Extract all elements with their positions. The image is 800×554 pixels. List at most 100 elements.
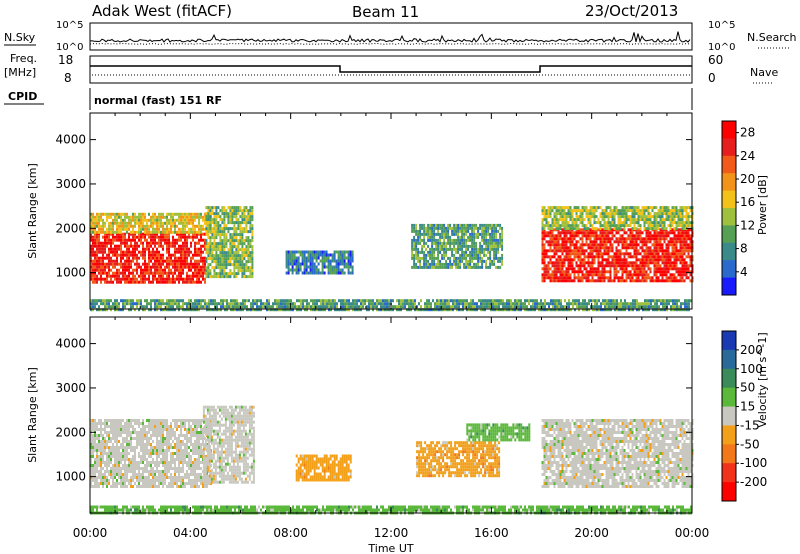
range-cell bbox=[497, 229, 500, 233]
range-cell bbox=[619, 261, 622, 265]
range-cell bbox=[639, 209, 642, 213]
range-cell bbox=[479, 241, 482, 245]
range-cell bbox=[465, 241, 468, 245]
range-cell bbox=[616, 308, 618, 312]
range-cell bbox=[284, 305, 286, 309]
range-cell bbox=[160, 253, 162, 257]
range-cell bbox=[250, 305, 252, 309]
range-cell bbox=[543, 279, 546, 283]
range-cell bbox=[280, 305, 282, 309]
range-cell bbox=[118, 244, 120, 248]
range-cell bbox=[209, 224, 212, 228]
range-cell bbox=[102, 247, 104, 251]
range-cell bbox=[612, 305, 614, 309]
range-cell bbox=[150, 224, 152, 228]
range-cell bbox=[536, 305, 538, 309]
range-cell bbox=[492, 308, 494, 312]
range-cell bbox=[451, 265, 454, 269]
range-cell bbox=[538, 308, 540, 312]
range-cell bbox=[549, 212, 552, 216]
range-cell bbox=[287, 262, 290, 266]
range-cell bbox=[655, 240, 658, 244]
range-cell bbox=[681, 221, 684, 225]
range-cell bbox=[413, 253, 416, 257]
range-cell bbox=[653, 231, 656, 235]
range-cell bbox=[251, 206, 254, 210]
range-cell bbox=[675, 276, 678, 280]
range-cell bbox=[336, 302, 338, 306]
range-cell bbox=[190, 256, 192, 260]
range-cell bbox=[617, 264, 620, 268]
range-cell bbox=[563, 264, 566, 268]
range-cell bbox=[280, 299, 282, 303]
range-cell bbox=[431, 250, 434, 254]
range-cell bbox=[110, 299, 112, 303]
range-cell bbox=[619, 212, 622, 216]
range-cell bbox=[168, 277, 170, 281]
range-cell bbox=[639, 270, 642, 274]
range-cell bbox=[158, 302, 160, 306]
range-cell bbox=[622, 302, 624, 306]
range-cell bbox=[198, 253, 200, 257]
range-cell bbox=[661, 212, 664, 216]
range-cell bbox=[447, 265, 450, 269]
range-cell bbox=[502, 305, 504, 309]
range-cell bbox=[172, 271, 174, 275]
range-cell bbox=[561, 231, 564, 235]
range-cell bbox=[140, 253, 142, 257]
range-cell bbox=[120, 259, 122, 263]
range-cell bbox=[326, 305, 328, 309]
range-cell bbox=[663, 273, 666, 277]
range-cell bbox=[501, 235, 504, 239]
range-cell bbox=[524, 299, 526, 303]
range-cell bbox=[471, 253, 474, 257]
range-cell bbox=[164, 265, 166, 269]
range-cell bbox=[102, 271, 104, 275]
range-cell bbox=[132, 259, 134, 263]
range-cell bbox=[411, 238, 414, 242]
range-cell bbox=[347, 268, 350, 272]
range-cell bbox=[622, 308, 624, 312]
range-cell bbox=[184, 218, 186, 222]
range-cell bbox=[569, 261, 572, 265]
range-cell bbox=[144, 256, 146, 260]
range-cell bbox=[464, 305, 466, 309]
range-cell bbox=[154, 308, 156, 312]
range-cell bbox=[345, 265, 348, 269]
range-cell bbox=[439, 244, 442, 248]
range-cell bbox=[90, 218, 92, 222]
range-cell bbox=[675, 249, 678, 253]
range-cell bbox=[443, 244, 446, 248]
range-cell bbox=[685, 231, 688, 235]
range-cell bbox=[220, 305, 222, 309]
range-cell bbox=[500, 308, 502, 312]
range-cell bbox=[150, 305, 152, 309]
range-cell bbox=[118, 305, 120, 309]
range-cell bbox=[555, 240, 558, 244]
range-cell bbox=[158, 299, 160, 303]
range-cell bbox=[465, 256, 468, 260]
range-cell bbox=[499, 223, 502, 227]
range-cell bbox=[274, 308, 276, 312]
range-cell bbox=[419, 259, 422, 263]
range-cell bbox=[589, 240, 592, 244]
range-cell bbox=[557, 206, 560, 210]
range-cell bbox=[334, 299, 336, 303]
range-cell bbox=[442, 299, 444, 303]
range-cell bbox=[213, 233, 216, 237]
range-cell bbox=[162, 224, 164, 228]
range-cell bbox=[122, 299, 124, 303]
range-cell bbox=[625, 270, 628, 274]
range-cell bbox=[225, 254, 228, 258]
range-cell bbox=[349, 265, 352, 269]
range-cell bbox=[603, 243, 606, 247]
range-cell bbox=[142, 268, 144, 272]
range-cell bbox=[481, 250, 484, 254]
range-cell bbox=[457, 247, 460, 251]
range-cell bbox=[90, 227, 92, 231]
range-cell bbox=[154, 271, 156, 275]
range-cell bbox=[428, 308, 430, 312]
range-cell bbox=[321, 250, 324, 254]
range-cell bbox=[423, 265, 426, 269]
range-cell bbox=[414, 302, 416, 306]
